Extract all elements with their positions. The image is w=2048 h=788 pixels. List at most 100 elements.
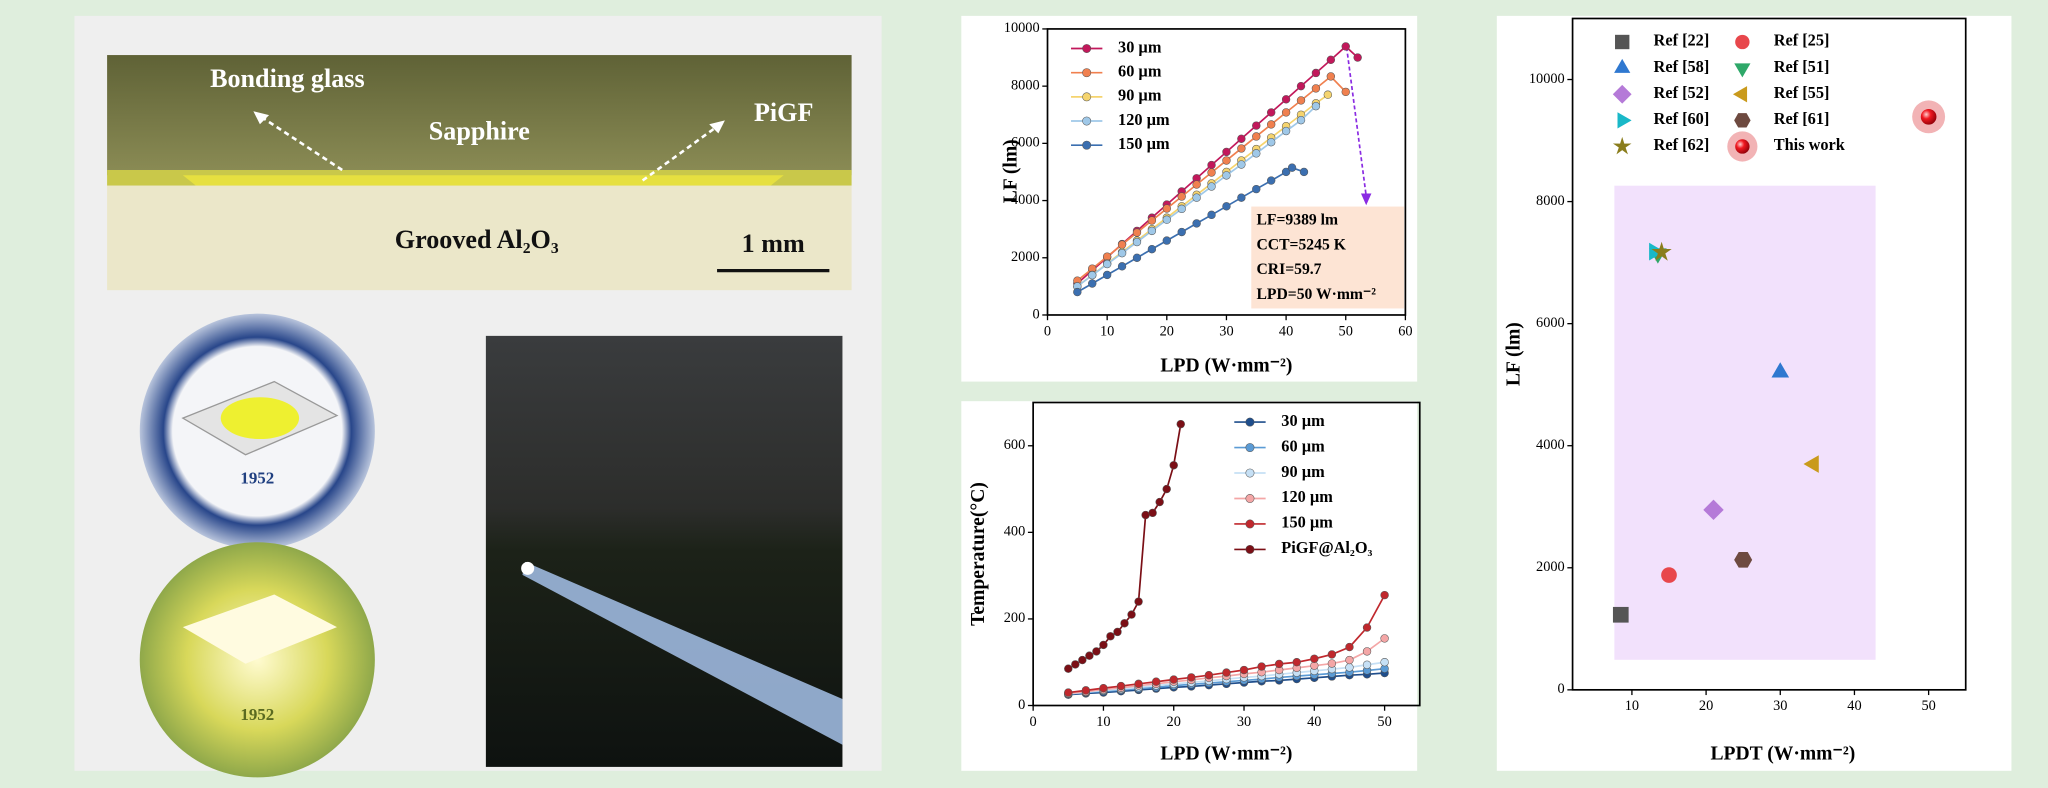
legend-marker bbox=[1245, 468, 1255, 478]
data-point bbox=[1134, 597, 1143, 606]
photo-sapphire bbox=[107, 55, 852, 176]
data-point bbox=[1380, 634, 1389, 643]
x-tick-label: 60 bbox=[1398, 323, 1412, 339]
data-point bbox=[1176, 419, 1185, 429]
legend-label: 120 µm bbox=[1281, 487, 1333, 506]
sample-lit bbox=[182, 594, 337, 664]
data-point bbox=[1177, 192, 1186, 201]
sample-phosphor bbox=[220, 397, 300, 440]
data-point bbox=[1267, 176, 1276, 185]
data-point bbox=[1353, 53, 1362, 62]
data-point bbox=[1281, 167, 1291, 177]
data-point bbox=[1207, 210, 1216, 220]
data-point bbox=[1148, 508, 1157, 518]
data-point bbox=[1323, 90, 1333, 99]
legend-label: 90 µm bbox=[1281, 462, 1325, 481]
y-tick-label: 0 bbox=[1018, 697, 1025, 713]
legend-marker bbox=[1245, 494, 1255, 503]
arrow-head bbox=[253, 111, 270, 125]
x-tick-label: 20 bbox=[1699, 698, 1713, 714]
data-point bbox=[1117, 262, 1127, 271]
chart-panel bbox=[961, 401, 1418, 771]
y-tick-label: 600 bbox=[1004, 437, 1026, 453]
data-point bbox=[1327, 659, 1337, 668]
data-point bbox=[1257, 662, 1266, 671]
data-point bbox=[1252, 184, 1261, 194]
data-point bbox=[1326, 72, 1336, 81]
data-point bbox=[1132, 237, 1142, 247]
data-point bbox=[1345, 663, 1354, 672]
data-point bbox=[1222, 202, 1231, 211]
data-point bbox=[1102, 259, 1112, 269]
x-tick-label: 30 bbox=[1219, 323, 1233, 339]
data-point bbox=[1151, 677, 1161, 686]
legend-label: Ref [61] bbox=[1774, 109, 1830, 128]
legend-label: 150 µm bbox=[1281, 513, 1333, 532]
logo-year: 1952 bbox=[240, 468, 274, 487]
photo-label: PiGF bbox=[754, 98, 813, 127]
annotation-text: CCT=5245 K bbox=[1256, 236, 1346, 253]
data-point bbox=[1106, 632, 1115, 641]
legend-label: 30 µm bbox=[1281, 411, 1325, 430]
annotation-arrow-head bbox=[1360, 193, 1372, 206]
data-point bbox=[1204, 671, 1214, 680]
marker bbox=[1803, 455, 1819, 473]
data-point bbox=[1207, 182, 1216, 191]
legend-label: Ref [22] bbox=[1654, 31, 1710, 50]
data-point bbox=[1169, 675, 1178, 684]
x-tick-label: 30 bbox=[1773, 698, 1787, 714]
data-point bbox=[1292, 658, 1301, 667]
data-point bbox=[1132, 253, 1142, 262]
data-point bbox=[1207, 160, 1216, 170]
x-axis-label: LPDT (W·mm⁻²) bbox=[1710, 744, 1855, 765]
logo-year: 1952 bbox=[240, 705, 274, 724]
data-point bbox=[1088, 271, 1097, 280]
data-point bbox=[1102, 270, 1112, 280]
annotation-arrow bbox=[1345, 47, 1368, 197]
x-tick-label: 50 bbox=[1377, 714, 1391, 730]
y-tick-label: 0 bbox=[1032, 306, 1039, 322]
data-point bbox=[1362, 660, 1372, 669]
legend-label: 60 µm bbox=[1118, 61, 1162, 80]
data-point bbox=[1177, 204, 1186, 214]
data-point bbox=[1341, 87, 1350, 97]
x-tick-label: 50 bbox=[1339, 323, 1353, 339]
data-point bbox=[1222, 171, 1231, 180]
data-point bbox=[1162, 204, 1171, 213]
arrow-head bbox=[709, 120, 725, 134]
data-point bbox=[1177, 227, 1186, 237]
x-tick-label: 40 bbox=[1847, 698, 1861, 714]
data-point bbox=[1141, 510, 1150, 520]
marker bbox=[1732, 86, 1748, 103]
y-tick-label: 200 bbox=[1004, 610, 1026, 626]
data-point bbox=[1071, 660, 1080, 669]
data-point bbox=[1187, 673, 1196, 682]
marker bbox=[1612, 84, 1632, 104]
x-axis-label: LPD (W·mm⁻²) bbox=[1160, 744, 1292, 765]
marker bbox=[1612, 606, 1629, 623]
data-point bbox=[1311, 68, 1321, 78]
legend-marker bbox=[1245, 544, 1255, 554]
y-tick-label: 6000 bbox=[1011, 135, 1040, 151]
data-point bbox=[1267, 138, 1276, 147]
data-point bbox=[1117, 240, 1127, 249]
data-point bbox=[1296, 116, 1306, 125]
legend-label: PiGF@Al₂O₃ bbox=[1281, 538, 1372, 557]
y-tick-label: 10000 bbox=[1004, 20, 1040, 36]
legend-marker bbox=[1082, 140, 1092, 150]
data-point bbox=[1073, 287, 1082, 297]
photo-groove bbox=[182, 175, 784, 186]
legend-label: 120 µm bbox=[1118, 110, 1170, 129]
marker bbox=[1703, 499, 1724, 521]
legend-marker bbox=[1082, 92, 1092, 102]
data-point bbox=[1117, 249, 1127, 258]
data-point bbox=[1169, 461, 1178, 470]
marker bbox=[1617, 112, 1632, 129]
y-tick-label: 6000 bbox=[1536, 315, 1565, 331]
data-point bbox=[1099, 640, 1108, 650]
x-tick-label: 0 bbox=[1044, 323, 1051, 339]
data-point bbox=[1120, 619, 1129, 628]
data-point bbox=[1237, 144, 1246, 153]
marker bbox=[1771, 362, 1790, 378]
data-point bbox=[1380, 590, 1389, 600]
